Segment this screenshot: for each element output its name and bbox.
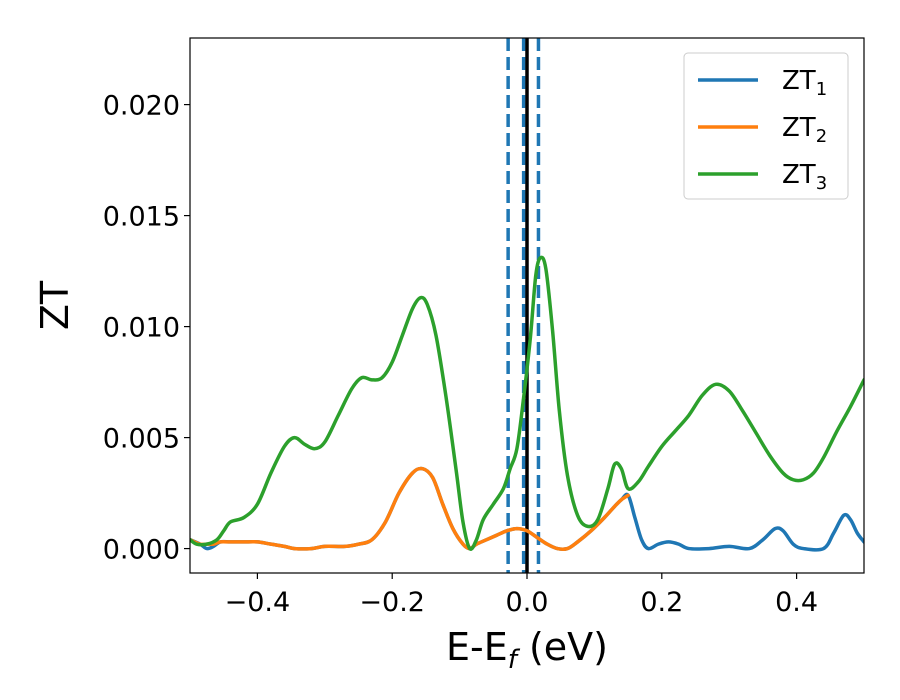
y-tick-label: 0.000 <box>103 535 180 566</box>
y-tick-label: 0.015 <box>103 202 180 233</box>
legend-label-zt2: ZT2 <box>782 113 827 147</box>
legend-label-zt3: ZT3 <box>782 160 827 194</box>
series-layer <box>190 255 864 552</box>
x-axis-label: E-Ef (eV) <box>446 625 608 675</box>
legend: ZT1 ZT2 ZT3 <box>683 52 849 200</box>
x-tick-label: 0.4 <box>775 587 818 618</box>
y-tick-label: 0.010 <box>103 313 180 344</box>
legend-label-zt1: ZT1 <box>782 66 827 100</box>
series-line-zt2 <box>190 466 630 552</box>
x-tick-label: −0.2 <box>359 587 425 618</box>
y-tick-label: 0.005 <box>103 424 180 455</box>
fermi-level-markers <box>506 38 541 573</box>
y-axis-label: ZT <box>33 280 77 330</box>
x-tick-label: 0.0 <box>506 587 549 618</box>
x-axis: −0.4 −0.2 0.0 0.2 0.4 <box>225 573 818 618</box>
series-line-zt3 <box>190 255 864 551</box>
y-axis: 0.000 0.005 0.010 0.015 0.020 <box>103 91 190 566</box>
x-tick-label: 0.2 <box>640 587 683 618</box>
legend-box <box>683 52 849 200</box>
y-tick-label: 0.020 <box>103 91 180 122</box>
x-tick-label: −0.4 <box>225 587 291 618</box>
